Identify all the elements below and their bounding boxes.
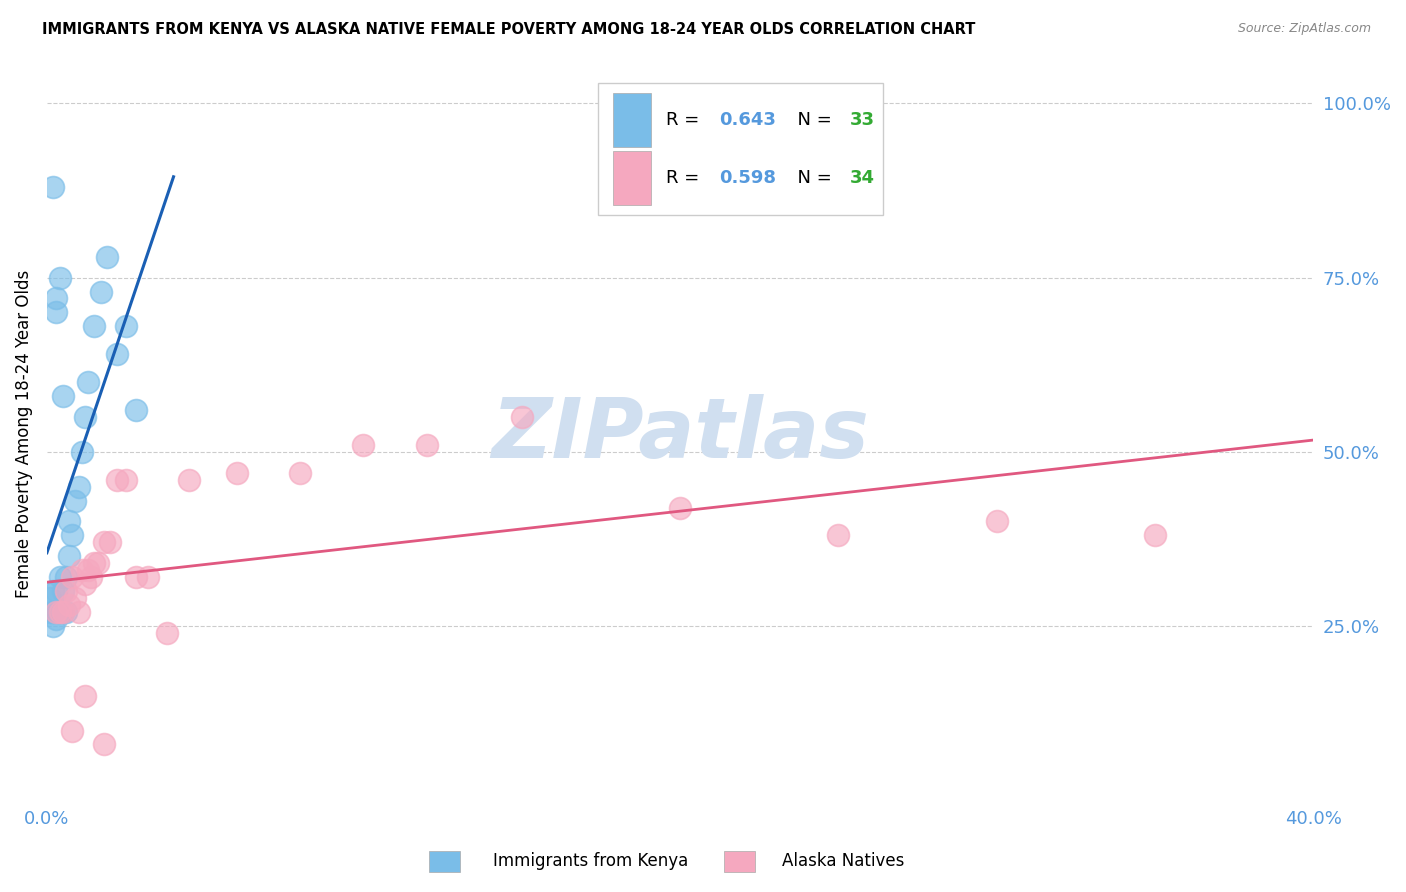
Point bbox=[124, 403, 146, 417]
Point bbox=[986, 515, 1008, 529]
Point bbox=[77, 375, 100, 389]
Point bbox=[67, 480, 90, 494]
Point bbox=[60, 723, 83, 738]
Point bbox=[42, 619, 65, 633]
Point bbox=[80, 570, 103, 584]
Point bbox=[52, 605, 75, 619]
Point bbox=[105, 473, 128, 487]
Point bbox=[124, 570, 146, 584]
Point bbox=[93, 535, 115, 549]
Point bbox=[45, 605, 67, 619]
Point bbox=[67, 605, 90, 619]
Point bbox=[827, 528, 849, 542]
Text: N =: N = bbox=[786, 111, 838, 129]
Point bbox=[65, 591, 87, 606]
Point bbox=[136, 570, 159, 584]
Point bbox=[55, 570, 77, 584]
Text: IMMIGRANTS FROM KENYA VS ALASKA NATIVE FEMALE POVERTY AMONG 18-24 YEAR OLDS CORR: IMMIGRANTS FROM KENYA VS ALASKA NATIVE F… bbox=[42, 22, 976, 37]
Point bbox=[1143, 528, 1166, 542]
FancyBboxPatch shape bbox=[613, 151, 651, 205]
Point bbox=[93, 738, 115, 752]
Text: 0.598: 0.598 bbox=[720, 169, 776, 187]
Point bbox=[73, 577, 96, 591]
Point bbox=[42, 605, 65, 619]
Text: 0.643: 0.643 bbox=[720, 111, 776, 129]
Point bbox=[55, 605, 77, 619]
Text: R =: R = bbox=[666, 169, 706, 187]
Point bbox=[105, 347, 128, 361]
Point bbox=[45, 612, 67, 626]
Point bbox=[58, 515, 80, 529]
Point bbox=[669, 500, 692, 515]
Point bbox=[70, 563, 93, 577]
Point bbox=[90, 285, 112, 299]
Y-axis label: Female Poverty Among 18-24 Year Olds: Female Poverty Among 18-24 Year Olds bbox=[15, 270, 32, 599]
Text: N =: N = bbox=[786, 169, 838, 187]
FancyBboxPatch shape bbox=[598, 83, 883, 215]
Point bbox=[39, 591, 62, 606]
Point bbox=[58, 549, 80, 564]
Point bbox=[52, 584, 75, 599]
Point bbox=[39, 605, 62, 619]
Point bbox=[73, 409, 96, 424]
Point bbox=[225, 466, 247, 480]
Text: Source: ZipAtlas.com: Source: ZipAtlas.com bbox=[1237, 22, 1371, 36]
Text: 34: 34 bbox=[849, 169, 875, 187]
Point bbox=[48, 605, 70, 619]
Point bbox=[52, 389, 75, 403]
Point bbox=[45, 305, 67, 319]
Text: R =: R = bbox=[666, 111, 706, 129]
Point bbox=[115, 473, 138, 487]
Point bbox=[55, 584, 77, 599]
Text: ZIPatlas: ZIPatlas bbox=[491, 394, 869, 475]
Point bbox=[45, 605, 67, 619]
Point bbox=[353, 438, 375, 452]
FancyBboxPatch shape bbox=[613, 93, 651, 147]
Point bbox=[156, 626, 179, 640]
Point bbox=[48, 570, 70, 584]
Point bbox=[83, 556, 105, 570]
Point bbox=[52, 605, 75, 619]
Point bbox=[70, 444, 93, 458]
Point bbox=[83, 319, 105, 334]
Point bbox=[60, 528, 83, 542]
Point bbox=[65, 493, 87, 508]
Point bbox=[45, 292, 67, 306]
Text: 33: 33 bbox=[849, 111, 875, 129]
Point bbox=[42, 180, 65, 194]
Point bbox=[96, 250, 118, 264]
Point bbox=[42, 584, 65, 599]
Point bbox=[45, 584, 67, 599]
Text: Alaska Natives: Alaska Natives bbox=[782, 852, 905, 870]
Point bbox=[77, 563, 100, 577]
Text: Immigrants from Kenya: Immigrants from Kenya bbox=[494, 852, 688, 870]
Point bbox=[58, 598, 80, 612]
Point bbox=[60, 570, 83, 584]
Point bbox=[48, 270, 70, 285]
Point bbox=[86, 556, 108, 570]
Point bbox=[98, 535, 121, 549]
Point bbox=[179, 473, 201, 487]
Point bbox=[73, 689, 96, 703]
Point bbox=[416, 438, 439, 452]
Point bbox=[48, 605, 70, 619]
Point bbox=[288, 466, 311, 480]
Point bbox=[115, 319, 138, 334]
Point bbox=[510, 409, 533, 424]
